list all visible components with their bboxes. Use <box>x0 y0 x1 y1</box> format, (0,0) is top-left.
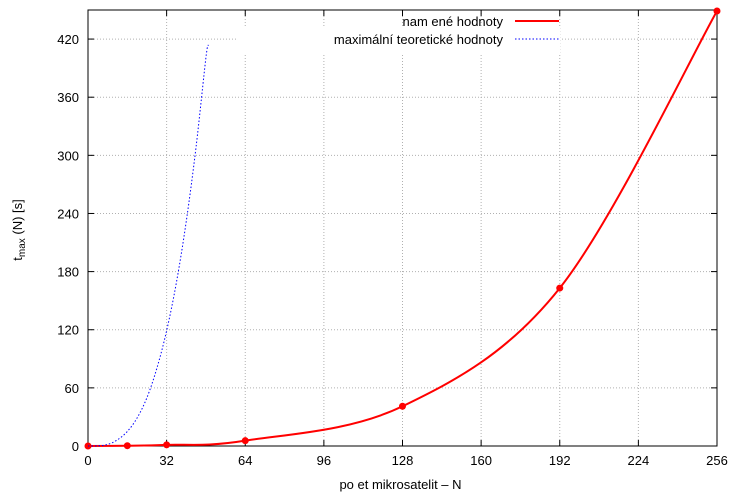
y-axis-label-main: t <box>10 257 25 261</box>
x-axis-label: po et mikrosatelit – N <box>339 477 461 492</box>
x-tick-label: 224 <box>628 453 650 468</box>
series-line-0 <box>87 10 718 447</box>
data-point <box>123 442 131 450</box>
y-tick-label: 60 <box>65 381 79 396</box>
legend-background <box>236 28 560 54</box>
y-axis-label-subscript: max <box>17 238 28 257</box>
y-tick-label: 180 <box>57 265 79 280</box>
y-axis-label: tmax (N) [s] <box>10 199 28 261</box>
y-tick-label: 0 <box>72 439 79 454</box>
data-point <box>163 441 171 449</box>
y-axis-label-rest: (N) [s] <box>10 199 25 238</box>
x-tick-label: 64 <box>238 453 252 468</box>
grid <box>88 10 717 446</box>
y-tick-label: 360 <box>57 90 79 105</box>
x-tick-label: 32 <box>159 453 173 468</box>
x-tick-label: 192 <box>549 453 571 468</box>
series <box>84 7 721 450</box>
legend-entry-label: nam ené hodnoty <box>403 14 504 29</box>
axis-ticks: 0 32 64 96 128 160 192 224 256 0 60 120 180 240 300 360… <box>57 10 728 468</box>
y-tick-label: 420 <box>57 32 79 47</box>
x-tick-label: 160 <box>470 453 492 468</box>
y-tick-label: 300 <box>57 148 79 163</box>
legend-entry-label: maximální teoretické hodnoty <box>334 32 504 47</box>
data-point <box>713 7 721 15</box>
y-tick-label: 120 <box>57 323 79 338</box>
x-tick-label: 0 <box>84 453 91 468</box>
legend: nam ené hodnoty maximální teoretické hodn… <box>236 14 560 54</box>
x-tick-label: 256 <box>706 453 728 468</box>
plot-frame <box>87 9 718 447</box>
data-point <box>241 437 249 445</box>
x-tick-label: 96 <box>317 453 331 468</box>
x-tick-label: 128 <box>392 453 414 468</box>
y-tick-label: 240 <box>57 206 79 221</box>
data-point <box>556 284 564 292</box>
series-line-1 <box>87 44 209 447</box>
data-point <box>399 402 406 410</box>
